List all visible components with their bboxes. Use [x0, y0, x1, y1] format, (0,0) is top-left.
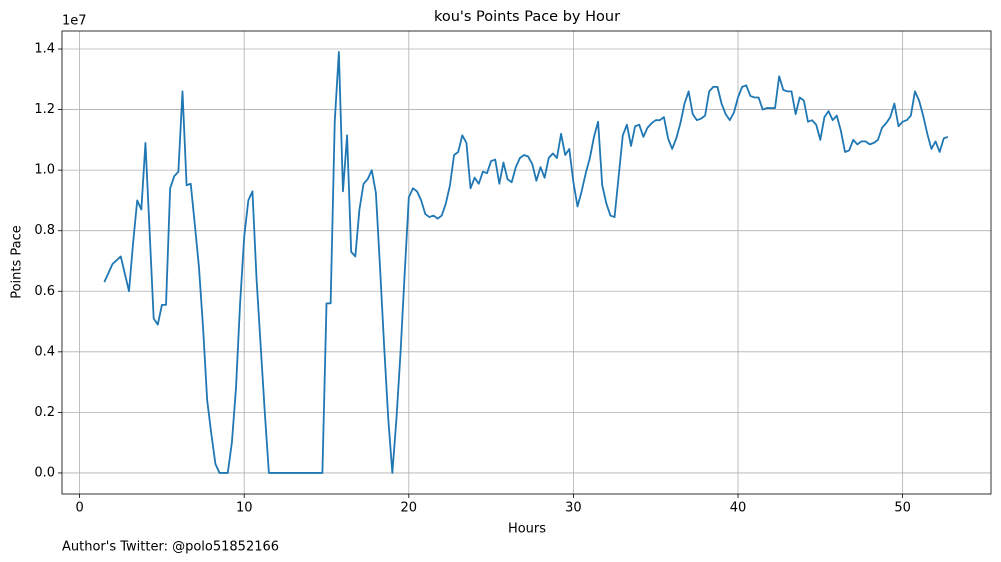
- footer: Author's Twitter: @polo51852166: [62, 540, 279, 555]
- y-tick-label: 1.0: [34, 163, 55, 178]
- y-tick-label: 1.2: [34, 102, 55, 117]
- x-tick-label: 20: [401, 501, 418, 516]
- x-tick-label: 0: [75, 501, 83, 516]
- y-tick-label: 1.4: [34, 42, 55, 57]
- axes-frame: [61, 30, 992, 495]
- x-tick-label: 40: [730, 501, 747, 516]
- x-tick-label: 50: [894, 501, 911, 516]
- x-tick-label: 10: [236, 501, 253, 516]
- chart-title: kou's Points Pace by Hour: [434, 9, 620, 25]
- y-tick-label: 0.8: [34, 223, 55, 238]
- y-axis-label: Points Pace: [10, 225, 25, 299]
- y-tick-label: 0.4: [34, 344, 55, 359]
- y-tick-label: 0.6: [34, 284, 55, 299]
- y-tick-label: 0.0: [34, 465, 55, 480]
- data-line: [103, 51, 949, 474]
- x-tick-label: 30: [565, 501, 582, 516]
- y-offset-text: 1e7: [62, 14, 87, 29]
- y-tick-label: 0.2: [34, 405, 55, 420]
- x-axis-label: Hours: [508, 522, 546, 537]
